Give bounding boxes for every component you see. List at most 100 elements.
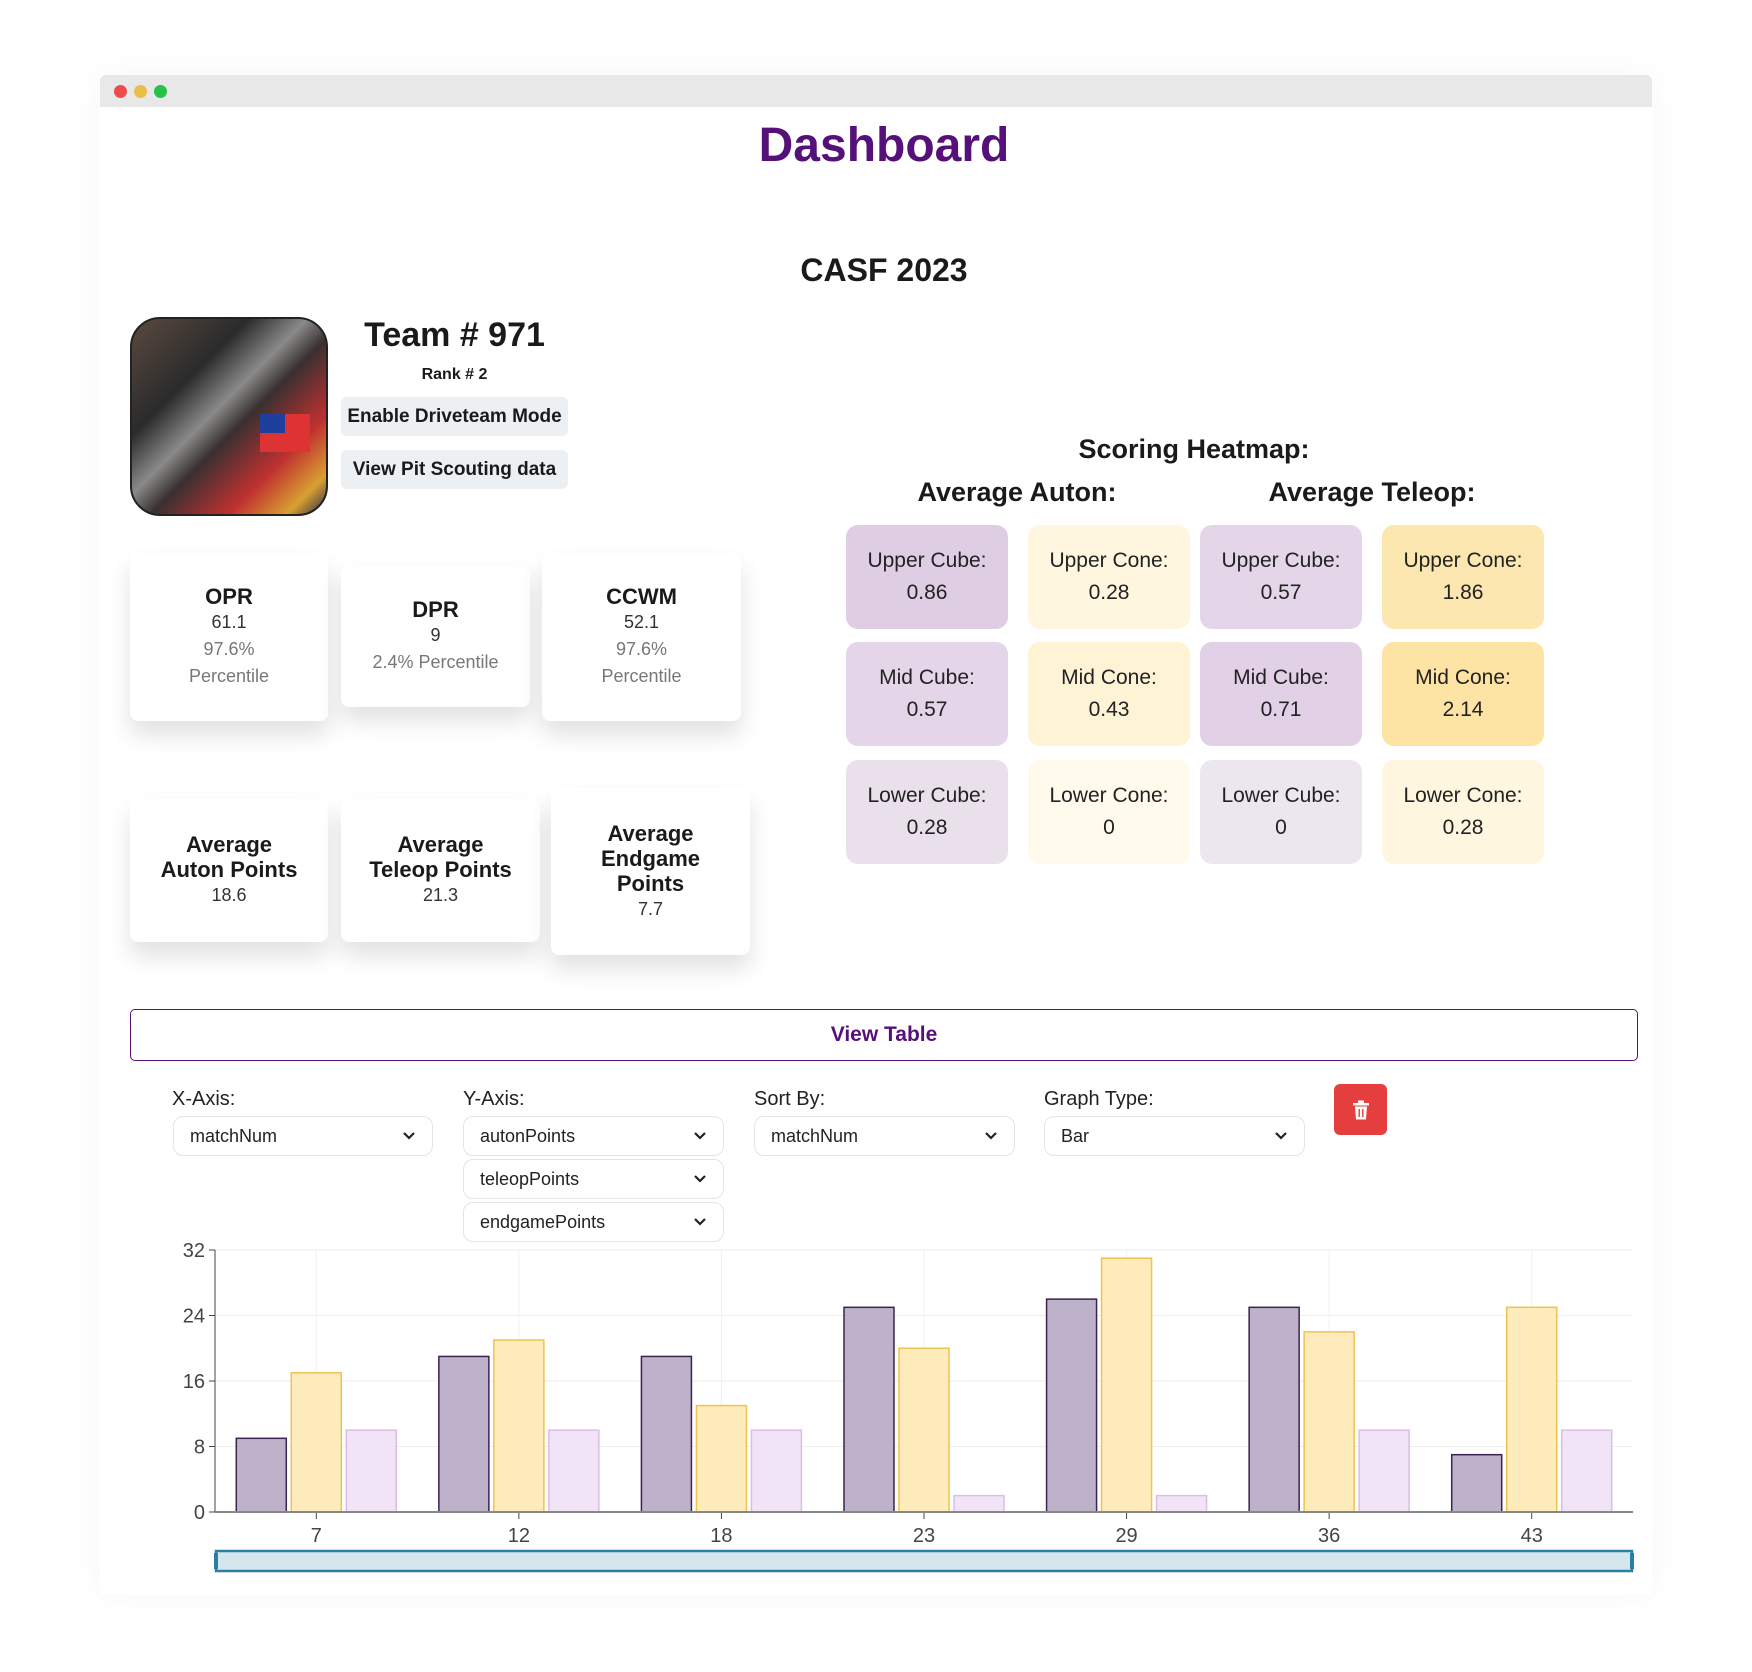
heatmap-cell: Upper Cube: 0.86 [846, 525, 1008, 629]
bar-endgamePoints [1560, 1429, 1613, 1513]
chevron-down-icon [1275, 1132, 1287, 1140]
sort-by-select[interactable]: matchNum [754, 1116, 1015, 1156]
graph-type-label: Graph Type: [1044, 1088, 1154, 1110]
bar-autonPoints [1248, 1306, 1300, 1513]
select-value: Bar [1061, 1125, 1090, 1146]
x-tick-label: 18 [710, 1525, 732, 1547]
heatmap-cell-label: Mid Cube: [879, 666, 975, 689]
stat-percent: 97.6% [615, 639, 668, 659]
heatmap-cell: Upper Cube: 0.57 [1200, 525, 1362, 629]
heatmap-cell: Lower Cube: 0 [1200, 760, 1362, 864]
stat-percent: 2.4% Percentile [372, 652, 499, 672]
chevron-down-icon [694, 1132, 706, 1140]
x-tick-label: 12 [508, 1525, 530, 1547]
heatmap-auton-title: Average Auton: [917, 477, 1117, 507]
team-number: Team # 971 [364, 316, 545, 354]
heatmap-cell-value: 0.71 [1260, 698, 1302, 721]
range-slider[interactable] [214, 1549, 1634, 1573]
heatmap-teleop-title: Average Teleop: [1268, 477, 1476, 507]
bar-endgamePoints [548, 1429, 600, 1513]
range-slider-handle-right[interactable] [1630, 1553, 1634, 1569]
heatmap-cell-label: Mid Cone: [1061, 666, 1157, 689]
trash-icon [1352, 1100, 1369, 1119]
heatmap-cell-label: Lower Cone: [1403, 784, 1523, 807]
bar-endgamePoints [953, 1494, 1005, 1513]
y-axis-select-1[interactable]: autonPoints [463, 1116, 724, 1156]
heatmap-cell-value: 0.86 [906, 581, 948, 604]
enable-driveteam-button[interactable]: Enable Driveteam Mode [341, 397, 568, 436]
heatmap-cell: Lower Cone: 0.28 [1382, 760, 1544, 864]
heatmap-cell-label: Lower Cone: [1049, 784, 1169, 807]
stat-percent-label: Percentile [601, 666, 682, 686]
bar-teleopPoints [290, 1372, 343, 1513]
heatmap-cell-label: Upper Cube: [867, 549, 987, 572]
y-axis-label: Y-Axis: [463, 1088, 525, 1110]
stat-title: OPR [205, 584, 253, 609]
x-tick-label: 36 [1318, 1525, 1340, 1547]
bar-endgamePoints [750, 1429, 803, 1513]
stat-title: Average [607, 820, 694, 846]
event-title: CASF 2023 [800, 252, 968, 288]
y-tick-label: 16 [183, 1371, 205, 1393]
view-table-button[interactable]: View Table [130, 1009, 1638, 1061]
heatmap-cell: Lower Cone: 0 [1028, 760, 1190, 864]
heatmap-cell: Upper Cone: 1.86 [1382, 525, 1544, 629]
heatmap-cell-value: 0.43 [1088, 698, 1130, 721]
stat-title: Teleop Points [369, 857, 512, 882]
chevron-down-icon [694, 1218, 706, 1226]
select-value: teleopPoints [480, 1168, 580, 1189]
stat-value: 52.1 [623, 612, 660, 632]
bar-autonPoints [843, 1306, 895, 1513]
heatmap-cell: Mid Cube: 0.57 [846, 642, 1008, 746]
team-rank: Rank # 2 [421, 366, 488, 383]
heatmap-cell-value: 2.14 [1442, 698, 1484, 721]
range-slider-handle-left[interactable] [214, 1553, 218, 1569]
x-tick-label: 23 [913, 1525, 935, 1547]
bar-teleopPoints [1303, 1331, 1355, 1513]
heatmap-cell-value: 0 [1103, 816, 1115, 839]
heatmap-cell-value: 0.57 [906, 698, 948, 721]
stat-card-avg-auton: Average Auton Points 18.6 [130, 799, 328, 942]
stat-percent: 97.6% [203, 639, 255, 659]
heatmap-cell-label: Upper Cube: [1221, 549, 1341, 572]
y-tick-label: 8 [194, 1437, 205, 1459]
heatmap-cell: Mid Cube: 0.71 [1200, 642, 1362, 746]
stat-title: Points [616, 870, 685, 896]
heatmap-cell-label: Lower Cube: [1221, 784, 1341, 807]
x-axis-select[interactable]: matchNum [173, 1116, 433, 1156]
y-axis-select-3[interactable]: endgamePoints [463, 1202, 724, 1242]
y-axis-select-2[interactable]: teleopPoints [463, 1159, 724, 1199]
maximize-window-dot[interactable] [154, 85, 167, 98]
bar-teleopPoints [1505, 1306, 1558, 1513]
flag-image [260, 414, 310, 452]
chevron-down-icon [694, 1175, 706, 1183]
page-title: Dashboard [758, 119, 1010, 172]
heatmap-cell: Mid Cone: 0.43 [1028, 642, 1190, 746]
bar-autonPoints [438, 1355, 490, 1513]
heatmap-cell: Lower Cube: 0.28 [846, 760, 1008, 864]
y-tick-label: 32 [183, 1240, 205, 1262]
heatmap-cell-value: 0.28 [1088, 581, 1130, 604]
bar-teleopPoints [898, 1347, 950, 1513]
stat-card-avg-endgame: Average Endgame Points 7.7 [551, 788, 750, 955]
heatmap-cell-value: 0.57 [1260, 581, 1302, 604]
x-tick-label: 7 [311, 1525, 322, 1547]
close-window-dot[interactable] [114, 85, 127, 98]
heatmap-cell-value: 1.86 [1442, 581, 1484, 604]
heatmap-cell-label: Upper Cone: [1403, 549, 1523, 572]
x-axis-label: X-Axis: [172, 1088, 236, 1110]
heatmap-cell-value: 0.28 [906, 816, 948, 839]
stat-value: 9 [430, 625, 441, 645]
bar-autonPoints [235, 1437, 288, 1513]
graph-type-select[interactable]: Bar [1044, 1116, 1305, 1156]
view-pit-scouting-button[interactable]: View Pit Scouting data [341, 450, 568, 489]
select-value: endgamePoints [480, 1211, 606, 1232]
bar-teleopPoints [493, 1339, 545, 1513]
heatmap-cell-label: Mid Cone: [1415, 666, 1511, 689]
bar-endgamePoints [345, 1429, 398, 1513]
minimize-window-dot[interactable] [134, 85, 147, 98]
bar-endgamePoints [1155, 1494, 1208, 1513]
delete-graph-button[interactable] [1334, 1084, 1387, 1135]
sort-by-label: Sort By: [754, 1088, 826, 1110]
